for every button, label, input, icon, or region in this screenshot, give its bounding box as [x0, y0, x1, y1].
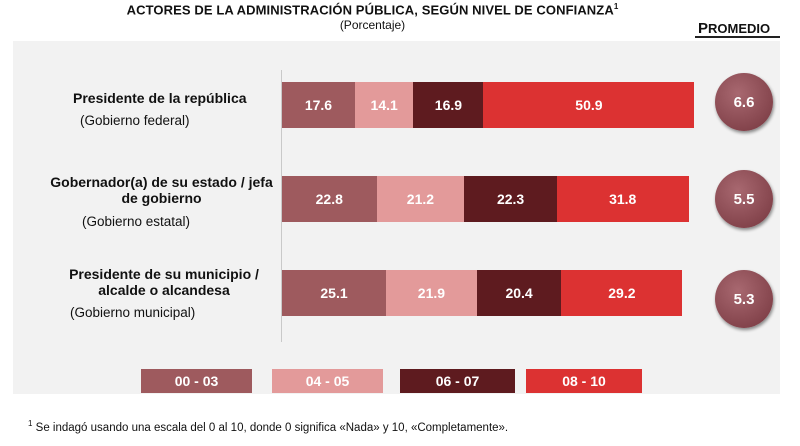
- bar-segment-00-03: 17.6: [282, 82, 355, 128]
- bar-value-label: 31.8: [609, 191, 637, 207]
- chart-subtitle: (Porcentaje): [339, 18, 406, 32]
- category-label-3: Presidente de su municipio / alcalde o a…: [54, 266, 274, 298]
- category-sublabel-3: (Gobierno municipal): [70, 305, 196, 320]
- bar-segment-06-07: 20.4: [476, 270, 562, 316]
- chart-title: ACTORES DE LA ADMINISTRACIÓN PÚBLICA, SE…: [126, 2, 619, 18]
- bar-segment-00-03: 25.1: [282, 270, 387, 316]
- legend-item-06-07: 06 - 07: [400, 369, 515, 393]
- bar-segment-04-05: 21.2: [376, 176, 465, 222]
- bar-value-label: 25.1: [320, 285, 348, 301]
- category-sublabel-2: (Gobierno estatal): [82, 214, 191, 229]
- bar-value-label: 29.2: [608, 285, 636, 301]
- bar-segment-08-10: 31.8: [556, 176, 689, 222]
- bar-segment-06-07: 16.9: [413, 82, 484, 128]
- bar-value-label: 22.8: [315, 191, 343, 207]
- footnote: 1 Se indagó usando una escala del 0 al 1…: [28, 419, 509, 434]
- bar-segment-08-10: 50.9: [483, 82, 695, 128]
- legend-item-00-03: 00 - 03: [141, 369, 252, 393]
- bar-value-label: 22.3: [496, 191, 525, 207]
- bar-value-label: 50.9: [575, 97, 603, 113]
- bar-segment-04-05: 21.9: [386, 270, 477, 316]
- bar-value-label: 17.6: [304, 97, 333, 113]
- category-label-3-text: Presidente de su municipio / alcalde o a…: [69, 266, 259, 298]
- bar-segment-08-10: 29.2: [561, 270, 683, 316]
- category-label-1: Presidente de la república: [73, 90, 247, 106]
- category-label-2-text: Gobernador(a) de su estado / jefa de gob…: [50, 174, 273, 206]
- bar-value-label: 16.9: [434, 97, 463, 113]
- bar-value-label: 21.2: [406, 191, 435, 207]
- bar-value-label: 21.9: [417, 285, 446, 301]
- promedio-circle-2: 5.5: [715, 170, 773, 228]
- category-label-2: Gobernador(a) de su estado / jefa de gob…: [49, 174, 274, 206]
- bar-segment-04-05: 14.1: [354, 82, 414, 128]
- category-sublabel-1: (Gobierno federal): [80, 113, 190, 128]
- promedio-underline: [695, 36, 780, 38]
- promedio-circle-1: 6.6: [715, 73, 773, 131]
- promedio-circle-3: 5.3: [715, 270, 773, 328]
- legend-item-04-05: 04 - 05: [272, 369, 383, 393]
- bar-value-label: 14.1: [370, 97, 398, 113]
- category-axis-line: [281, 70, 282, 342]
- promedio-header: PROMEDIO: [698, 20, 771, 37]
- bar-segment-06-07: 22.3: [464, 176, 557, 222]
- legend-item-08-10: 08 - 10: [526, 369, 642, 393]
- bar-segment-00-03: 22.8: [282, 176, 377, 222]
- bar-value-label: 20.4: [505, 285, 533, 301]
